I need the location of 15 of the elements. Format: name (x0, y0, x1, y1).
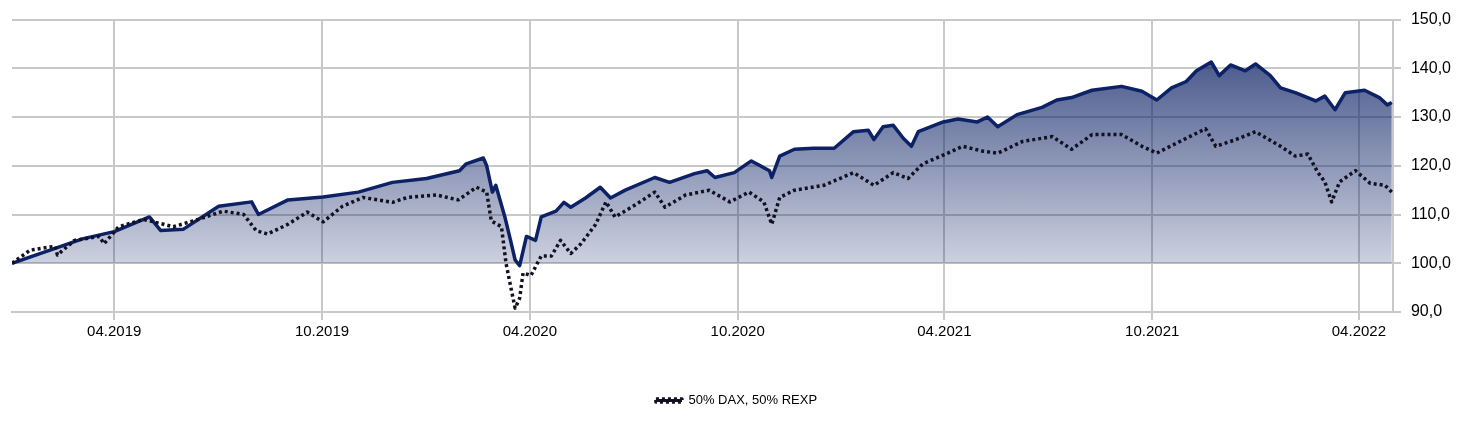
y-tick-label: 120,0 (1410, 156, 1452, 174)
y-tick-label: 90,0 (1410, 302, 1443, 320)
legend-label: 50% DAX, 50% REXP (688, 392, 818, 408)
x-tick-label: 04.2022 (1331, 322, 1387, 340)
x-tick-label: 04.2021 (917, 322, 972, 340)
x-tick-label: 10.2020 (710, 322, 765, 340)
x-tick-label: 04.2019 (87, 322, 142, 340)
x-tick-label: 10.2019 (294, 322, 350, 340)
y-tick-label: 150,0 (1410, 10, 1452, 28)
y-tick-label: 110,0 (1410, 204, 1450, 222)
x-tick-label: 10.2021 (1125, 322, 1180, 340)
y-tick-label: 100,0 (1410, 253, 1452, 271)
y-tick-label: 140,0 (1410, 58, 1452, 76)
y-tick-label: 130,0 (1410, 107, 1452, 125)
x-tick-label: 04.2020 (502, 322, 557, 340)
